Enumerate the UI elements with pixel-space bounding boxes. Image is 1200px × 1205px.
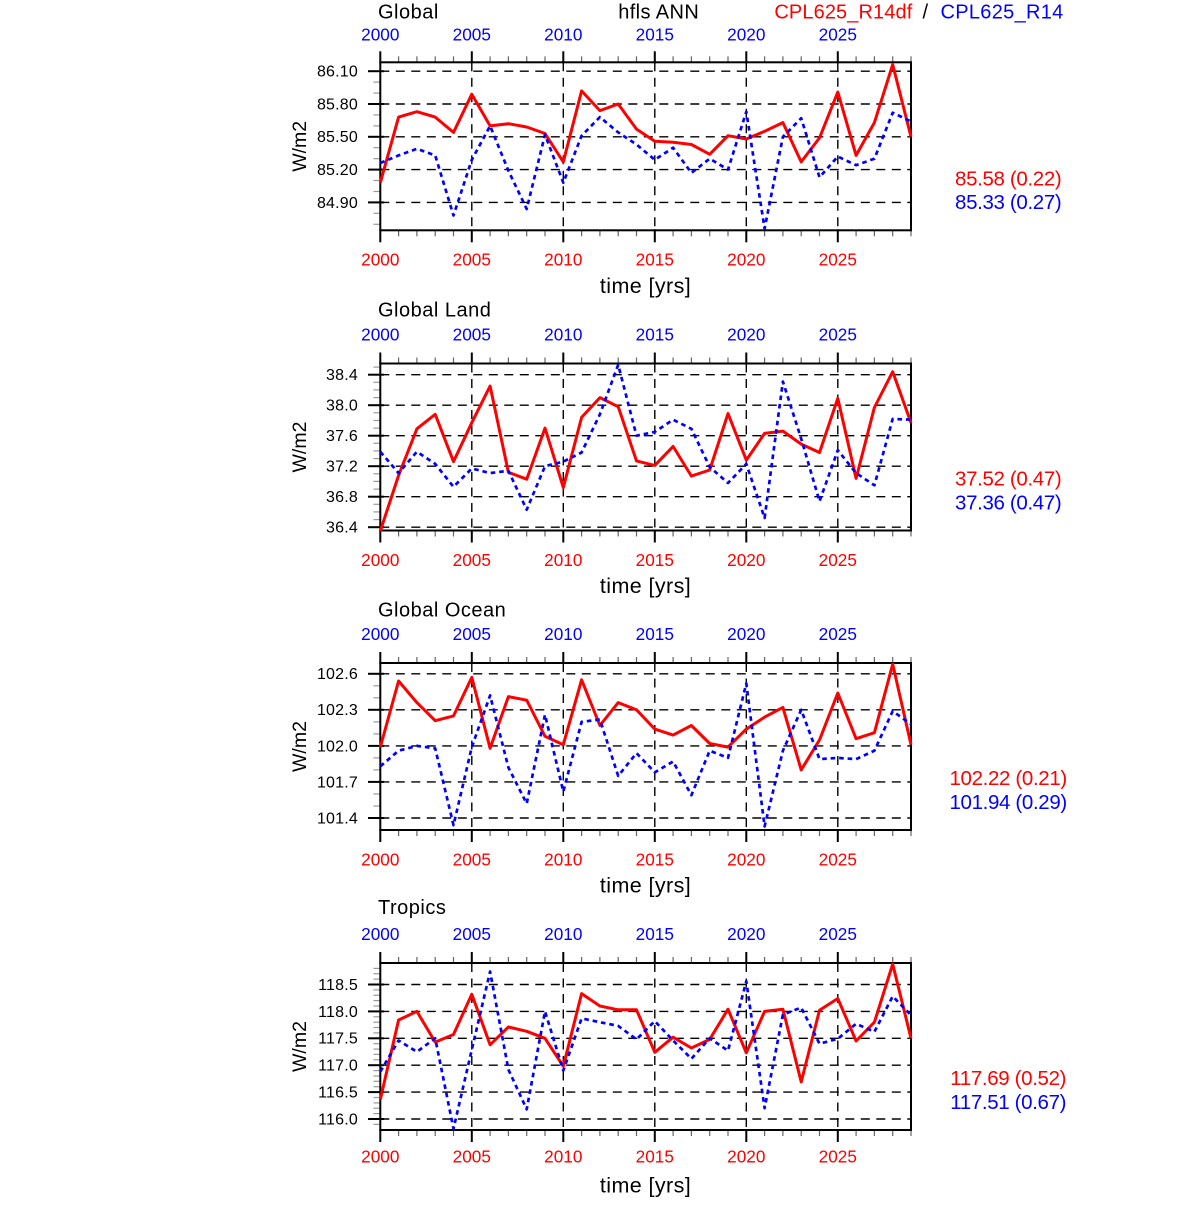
svg-text:102.3: 102.3 [317, 702, 358, 719]
svg-text:2015: 2015 [636, 24, 674, 44]
svg-text:102.22 (0.21): 102.22 (0.21) [949, 767, 1066, 790]
svg-text:2015: 2015 [636, 849, 674, 869]
svg-text:2025: 2025 [819, 624, 857, 644]
svg-text:2025: 2025 [819, 250, 857, 270]
svg-text:hfls ANN: hfls ANN [618, 2, 699, 24]
svg-text:101.94 (0.29): 101.94 (0.29) [949, 791, 1066, 814]
svg-text:37.6: 37.6 [326, 428, 358, 445]
svg-text:117.51 (0.67): 117.51 (0.67) [950, 1091, 1066, 1114]
svg-text:2000: 2000 [361, 550, 399, 570]
svg-text:2025: 2025 [819, 849, 857, 869]
svg-text:2015: 2015 [636, 624, 674, 644]
svg-text:117.69 (0.52): 117.69 (0.52) [950, 1067, 1066, 1090]
svg-text:118.5: 118.5 [318, 977, 358, 994]
svg-text:time [yrs]: time [yrs] [600, 574, 691, 598]
svg-text:85.20: 85.20 [317, 162, 358, 179]
svg-text:36.4: 36.4 [326, 520, 358, 537]
svg-text:85.50: 85.50 [317, 129, 358, 146]
svg-text:2000: 2000 [361, 250, 399, 270]
svg-text:37.2: 37.2 [326, 459, 358, 476]
svg-text:2015: 2015 [636, 550, 674, 570]
svg-text:2020: 2020 [727, 624, 765, 644]
svg-text:2025: 2025 [819, 1146, 857, 1166]
svg-text:2025: 2025 [819, 324, 857, 344]
svg-text:2010: 2010 [544, 849, 582, 869]
svg-text:85.33 (0.27): 85.33 (0.27) [955, 191, 1061, 214]
svg-text:time [yrs]: time [yrs] [600, 874, 691, 898]
svg-text:2000: 2000 [361, 924, 399, 944]
svg-text:2020: 2020 [727, 324, 765, 344]
svg-text:2020: 2020 [727, 924, 765, 944]
svg-text:2005: 2005 [453, 624, 491, 644]
svg-text:2020: 2020 [727, 550, 765, 570]
svg-text:W/m2: W/m2 [289, 721, 311, 772]
svg-text:/: / [923, 2, 929, 24]
svg-text:2015: 2015 [636, 924, 674, 944]
svg-text:117.0: 117.0 [318, 1058, 358, 1075]
svg-text:2000: 2000 [361, 24, 399, 44]
svg-text:Global Ocean: Global Ocean [378, 600, 506, 622]
svg-text:2000: 2000 [361, 1146, 399, 1166]
svg-text:2020: 2020 [727, 1146, 765, 1166]
svg-text:2020: 2020 [727, 24, 765, 44]
svg-text:85.80: 85.80 [317, 96, 358, 113]
svg-text:101.4: 101.4 [317, 810, 358, 827]
svg-text:102.6: 102.6 [317, 666, 358, 683]
svg-text:85.58 (0.22): 85.58 (0.22) [955, 168, 1061, 191]
svg-text:2000: 2000 [361, 849, 399, 869]
svg-text:2000: 2000 [361, 324, 399, 344]
svg-text:Global: Global [378, 2, 439, 24]
svg-text:2015: 2015 [636, 324, 674, 344]
svg-text:2020: 2020 [727, 849, 765, 869]
svg-text:2010: 2010 [544, 624, 582, 644]
svg-text:37.36 (0.47): 37.36 (0.47) [955, 491, 1061, 514]
svg-text:2010: 2010 [544, 24, 582, 44]
svg-text:2000: 2000 [361, 624, 399, 644]
svg-text:2025: 2025 [819, 924, 857, 944]
svg-text:116.0: 116.0 [318, 1111, 358, 1128]
svg-text:CPL625_R14: CPL625_R14 [941, 2, 1064, 24]
svg-text:2010: 2010 [544, 250, 582, 270]
svg-text:86.10: 86.10 [317, 64, 358, 81]
svg-text:Global Land: Global Land [378, 300, 491, 322]
svg-text:2005: 2005 [453, 324, 491, 344]
svg-text:116.5: 116.5 [318, 1085, 358, 1102]
svg-text:W/m2: W/m2 [289, 422, 311, 473]
svg-text:2005: 2005 [453, 24, 491, 44]
svg-text:2010: 2010 [544, 550, 582, 570]
svg-text:36.8: 36.8 [326, 489, 358, 506]
svg-text:2025: 2025 [819, 24, 857, 44]
svg-text:2005: 2005 [453, 550, 491, 570]
svg-text:2010: 2010 [544, 1146, 582, 1166]
svg-text:2005: 2005 [453, 1146, 491, 1166]
svg-text:2025: 2025 [819, 550, 857, 570]
svg-text:102.0: 102.0 [317, 738, 358, 755]
svg-text:2015: 2015 [636, 250, 674, 270]
svg-text:2015: 2015 [636, 1146, 674, 1166]
svg-text:38.0: 38.0 [326, 398, 358, 415]
svg-text:118.0: 118.0 [318, 1004, 358, 1021]
svg-text:2010: 2010 [544, 324, 582, 344]
svg-text:117.5: 117.5 [318, 1031, 358, 1048]
svg-text:Tropics: Tropics [378, 897, 446, 919]
svg-text:101.7: 101.7 [317, 774, 358, 791]
svg-text:time [yrs]: time [yrs] [600, 1174, 691, 1198]
svg-text:2010: 2010 [544, 924, 582, 944]
svg-text:2005: 2005 [453, 924, 491, 944]
svg-text:2020: 2020 [727, 250, 765, 270]
svg-text:W/m2: W/m2 [289, 121, 311, 172]
svg-text:W/m2: W/m2 [289, 1021, 311, 1072]
svg-text:37.52 (0.47): 37.52 (0.47) [955, 468, 1061, 491]
svg-text:CPL625_R14df: CPL625_R14df [774, 2, 912, 24]
svg-text:2005: 2005 [453, 250, 491, 270]
svg-text:2005: 2005 [453, 849, 491, 869]
svg-text:38.4: 38.4 [326, 367, 358, 384]
svg-text:84.90: 84.90 [317, 195, 358, 212]
svg-text:time [yrs]: time [yrs] [600, 274, 691, 298]
